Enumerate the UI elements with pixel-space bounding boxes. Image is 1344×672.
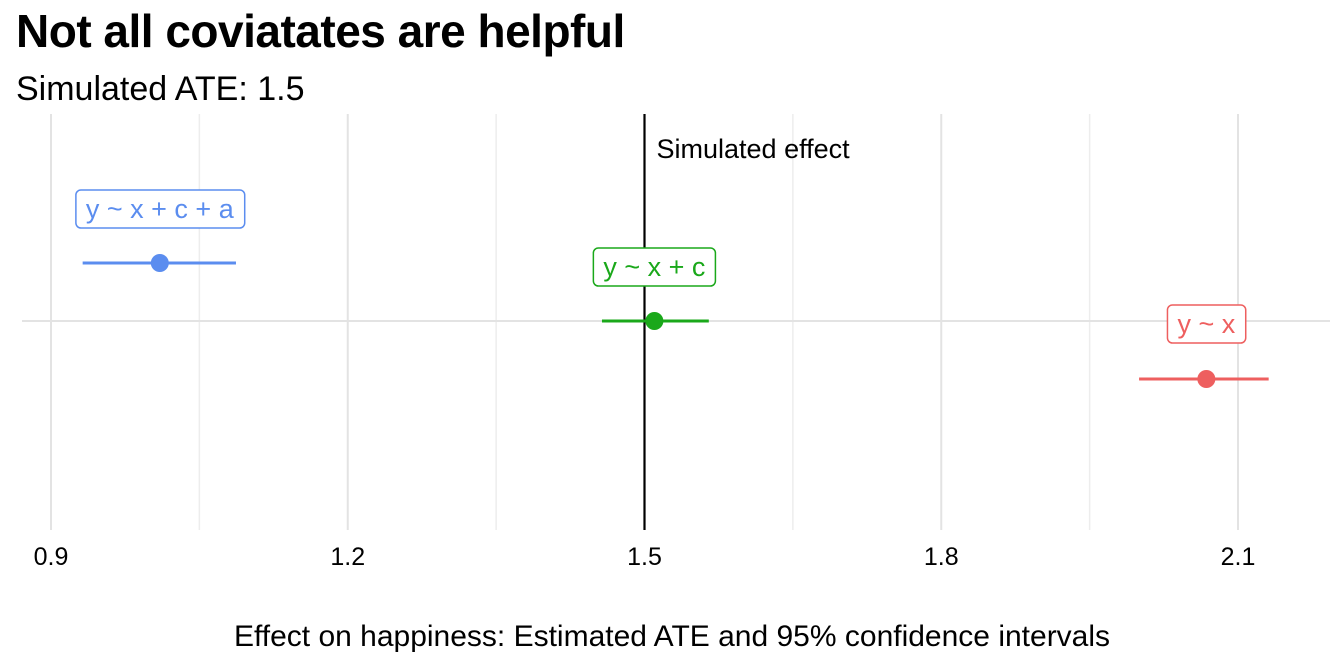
point-estimate xyxy=(1197,370,1216,388)
x-tick-label: 1.5 xyxy=(627,543,662,571)
series-0: y ~ x + c + a xyxy=(75,189,246,272)
chart-subtitle: Simulated ATE: 1.5 xyxy=(16,70,305,108)
series-label: y ~ x + c xyxy=(592,247,717,287)
series-label-box xyxy=(592,247,717,287)
x-tick-label: 0.9 xyxy=(34,543,69,571)
series-label-text: y ~ x + c + a xyxy=(86,194,235,224)
chart-title: Not all coviatates are helpful xyxy=(16,5,625,57)
x-tick-label: 1.8 xyxy=(924,543,959,571)
x-tick-label: 1.2 xyxy=(330,543,365,571)
series-label: y ~ x xyxy=(1166,304,1247,344)
series-label-box xyxy=(75,189,246,229)
series-label-text: y ~ x xyxy=(1177,309,1235,339)
series-label: y ~ x + c + a xyxy=(75,189,246,229)
x-tick-label: 2.1 xyxy=(1221,543,1256,571)
series-label-box xyxy=(1166,304,1247,344)
series-1: y ~ x + c xyxy=(592,247,717,330)
series-group: y ~ x + c + a y ~ x + c y ~ x xyxy=(75,189,1269,388)
x-tick-labels: 0.9 1.2 1.5 1.8 2.1 xyxy=(34,543,1256,571)
point-estimate xyxy=(645,312,664,330)
series-2: y ~ x xyxy=(1139,304,1269,388)
simulated-effect-label: Simulated effect xyxy=(657,134,851,164)
x-axis-label: Effect on happiness: Estimated ATE and 9… xyxy=(233,620,1111,653)
point-estimate xyxy=(150,254,169,272)
series-label-text: y ~ x + c xyxy=(603,252,705,282)
